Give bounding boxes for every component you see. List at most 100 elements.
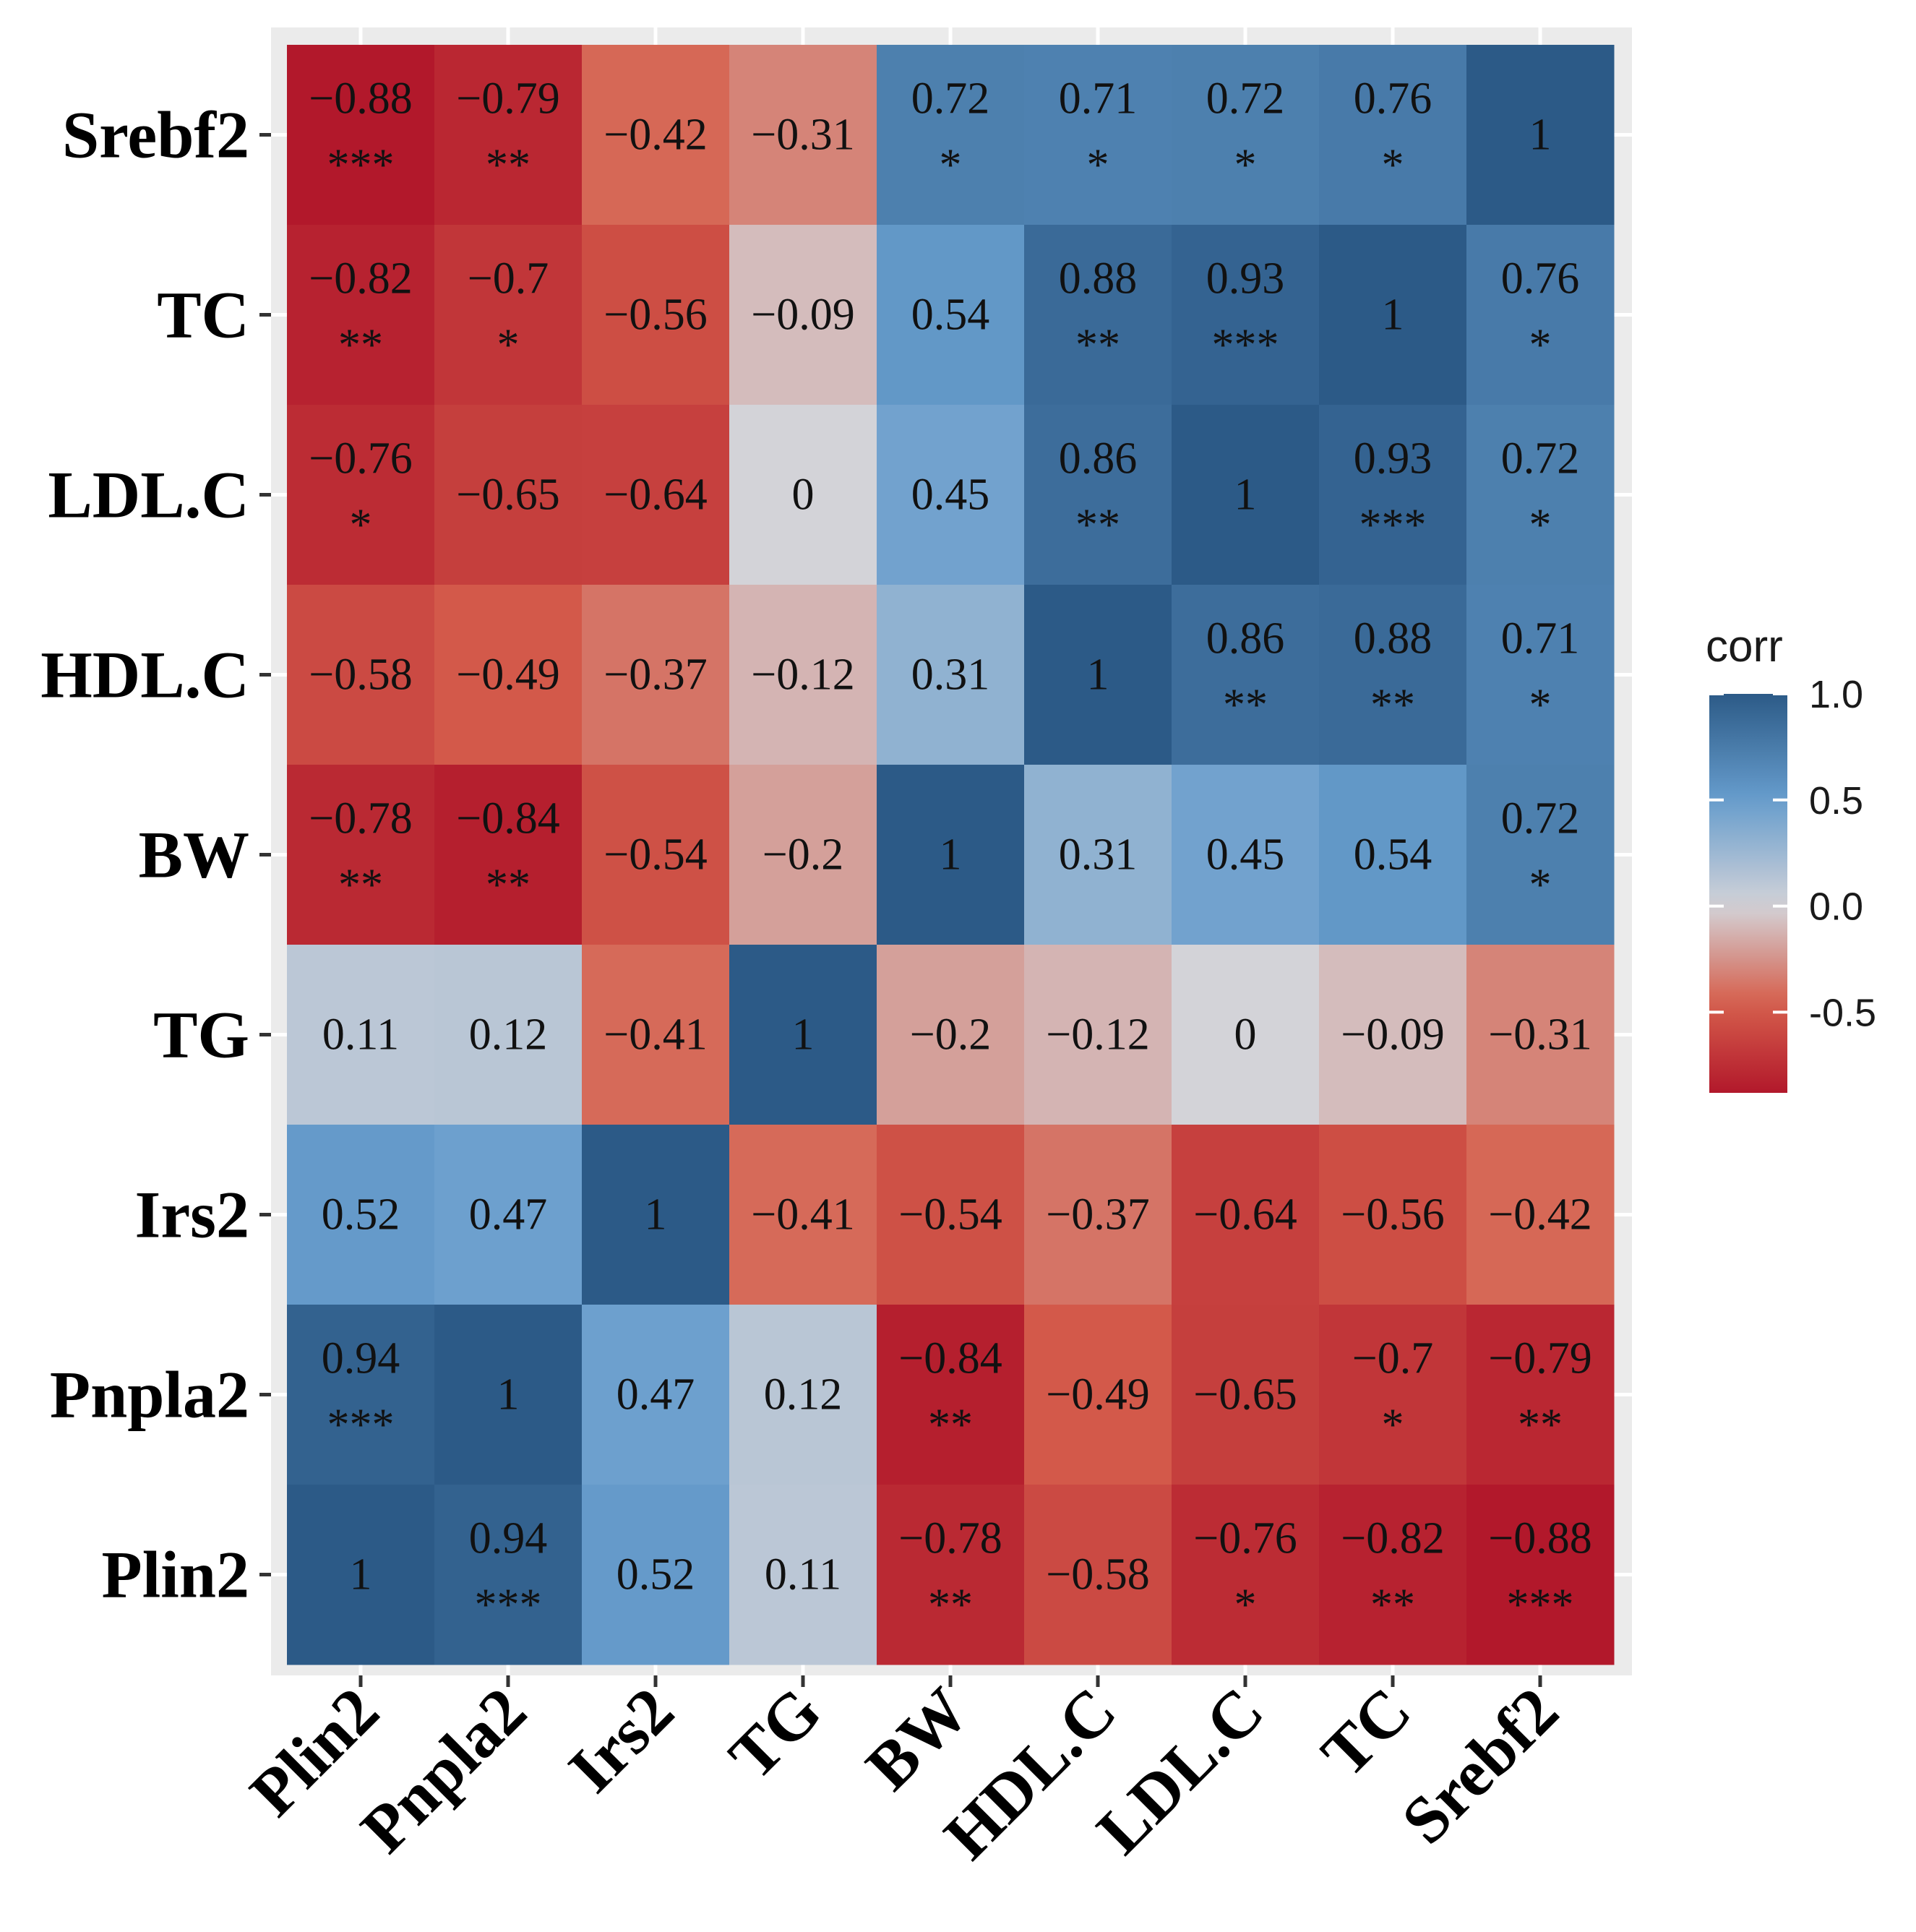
heatmap-cell-Plin2-LDL.C: [1172, 1485, 1320, 1665]
cell-value-label: −0.82: [1341, 1514, 1444, 1563]
heatmap-cell-TG-Srebf2: [1466, 945, 1615, 1125]
heatmap-cell-Pnpla2-HDL.C: [1024, 1305, 1172, 1485]
heatmap-cell-HDL.C-Plin2: [287, 585, 435, 765]
heatmap-cell-Srebf2-LDL.C: [1172, 45, 1320, 226]
cell-value-label: 0.45: [1206, 830, 1285, 880]
y-tick-label: BW: [139, 818, 249, 892]
significance-stars: ***: [327, 1401, 395, 1450]
cell-value-label: −0.64: [1193, 1190, 1297, 1240]
cell-value-label: 1: [1087, 651, 1109, 700]
cell-value-label: −0.42: [603, 111, 707, 160]
y-tick-label: Srebf2: [62, 98, 249, 172]
cell-value-label: −0.12: [751, 651, 854, 700]
cell-value-label: 1: [350, 1550, 372, 1600]
cell-value-label: 0.72: [1206, 74, 1285, 124]
significance-stars: ***: [327, 141, 395, 190]
heatmap-cell-BW-LDL.C: [1172, 765, 1320, 945]
heatmap-cell-TG-LDL.C: [1172, 945, 1320, 1125]
cell-value-label: 0.94: [322, 1334, 400, 1383]
cell-value-label: −0.12: [1046, 1010, 1149, 1060]
cell-value-label: 0.94: [469, 1514, 548, 1563]
heatmap-cell-HDL.C-TC: [1319, 585, 1467, 765]
cell-value-label: 0.88: [1059, 254, 1138, 304]
significance-stars: *: [1382, 1401, 1404, 1450]
heatmap-cell-LDL.C-Irs2: [582, 405, 730, 585]
heatmap-cell-Plin2-Pnpla2: [434, 1485, 583, 1665]
legend-colorbar: [1709, 694, 1787, 1093]
heatmap-cell-BW-TC: [1319, 765, 1467, 945]
heatmap-cell-Pnpla2-TC: [1319, 1305, 1467, 1485]
heatmap-cell-LDL.C-BW: [877, 405, 1025, 585]
heatmap-cell-Srebf2-Pnpla2: [434, 45, 583, 226]
cell-value-label: 1: [1234, 471, 1257, 520]
heatmap-cell-LDL.C-TC: [1319, 405, 1467, 585]
y-tick-label: TG: [153, 998, 249, 1072]
cell-value-label: 0.88: [1354, 614, 1432, 664]
heatmap-cell-TG-Pnpla2: [434, 945, 583, 1125]
significance-stars: **: [928, 1401, 973, 1450]
cell-value-label: 0.54: [911, 291, 990, 340]
heatmap-cell-Plin2-HDL.C: [1024, 1485, 1172, 1665]
significance-stars: *: [1087, 141, 1109, 190]
cell-value-label: 0.72: [1501, 794, 1580, 843]
cell-value-label: −0.79: [456, 74, 559, 124]
heatmap-cell-labels: −0.88***−0.79**−0.42 −0.310.72*0.71*0.72*…: [309, 74, 1591, 1630]
heatmap-cell-Plin2-TG: [729, 1485, 877, 1665]
heatmap-cell-Pnpla2-TG: [729, 1305, 877, 1485]
cell-value-label: −0.41: [603, 1010, 707, 1060]
heatmap-cell-Plin2-Irs2: [582, 1485, 730, 1665]
heatmap-cell-TG-TG: [729, 945, 877, 1125]
cell-value-label: 0.71: [1501, 614, 1580, 664]
cell-value-label: 0.12: [764, 1370, 843, 1420]
heatmap-cell-TC-Plin2: [287, 225, 435, 405]
heatmap-cell-TC-HDL.C: [1024, 225, 1172, 405]
heatmap-cell-Pnpla2-Srebf2: [1466, 1305, 1615, 1485]
cell-value-label: −0.65: [456, 471, 559, 520]
heatmap-cell-Irs2-BW: [877, 1125, 1025, 1305]
cell-value-label: 0.86: [1059, 434, 1138, 484]
heatmap-cell-LDL.C-LDL.C: [1172, 405, 1320, 585]
cell-value-label: −0.79: [1488, 1334, 1591, 1383]
heatmap-cell-BW-TG: [729, 765, 877, 945]
cell-value-label: 0.76: [1501, 254, 1580, 304]
cell-value-label: −0.2: [910, 1010, 991, 1060]
heatmap-cell-Srebf2-BW: [877, 45, 1025, 226]
y-tick-label: Irs2: [135, 1178, 249, 1252]
heatmap-cell-TC-Pnpla2: [434, 225, 583, 405]
heatmap-cell-Pnpla2-LDL.C: [1172, 1305, 1320, 1485]
legend-tick-label: 1.0: [1809, 673, 1863, 716]
cell-value-label: 0.47: [617, 1370, 695, 1420]
cell-value-label: −0.56: [603, 291, 707, 340]
y-tick-label: Plin2: [102, 1538, 249, 1612]
significance-stars: *: [1382, 141, 1404, 190]
cell-value-label: 0.31: [911, 651, 990, 700]
cell-value-label: −0.54: [898, 1190, 1002, 1240]
significance-stars: *: [1234, 141, 1257, 190]
cell-value-label: 0.12: [469, 1010, 548, 1060]
y-tick-label: TC: [157, 278, 249, 352]
significance-stars: ***: [1212, 321, 1279, 370]
significance-stars: *: [1529, 681, 1552, 730]
cell-value-label: 1: [645, 1190, 667, 1240]
cell-value-label: −0.7: [1352, 1334, 1433, 1383]
heatmap-cell-Irs2-Plin2: [287, 1125, 435, 1305]
significance-stars: **: [486, 861, 530, 910]
heatmap-cell-BW-Srebf2: [1466, 765, 1615, 945]
cell-value-label: −0.78: [898, 1514, 1002, 1563]
heatmap-cell-TG-Plin2: [287, 945, 435, 1125]
significance-stars: **: [338, 861, 383, 910]
cell-value-label: −0.58: [1046, 1550, 1149, 1600]
heatmap-cell-HDL.C-Pnpla2: [434, 585, 583, 765]
heatmap-cell-TC-TG: [729, 225, 877, 405]
cell-value-label: 1: [1529, 111, 1552, 160]
cell-value-label: −0.37: [603, 651, 707, 700]
cell-value-label: −0.2: [762, 830, 843, 880]
heatmap-cell-TC-Srebf2: [1466, 225, 1615, 405]
significance-stars: **: [1518, 1401, 1563, 1450]
significance-stars: **: [1223, 681, 1268, 730]
heatmap-cell-HDL.C-HDL.C: [1024, 585, 1172, 765]
legend-ticks: 1.0 0.5 0.0 -0.5: [1709, 673, 1876, 1034]
cell-value-label: 0.93: [1354, 434, 1432, 484]
cell-value-label: 0: [1234, 1010, 1257, 1060]
